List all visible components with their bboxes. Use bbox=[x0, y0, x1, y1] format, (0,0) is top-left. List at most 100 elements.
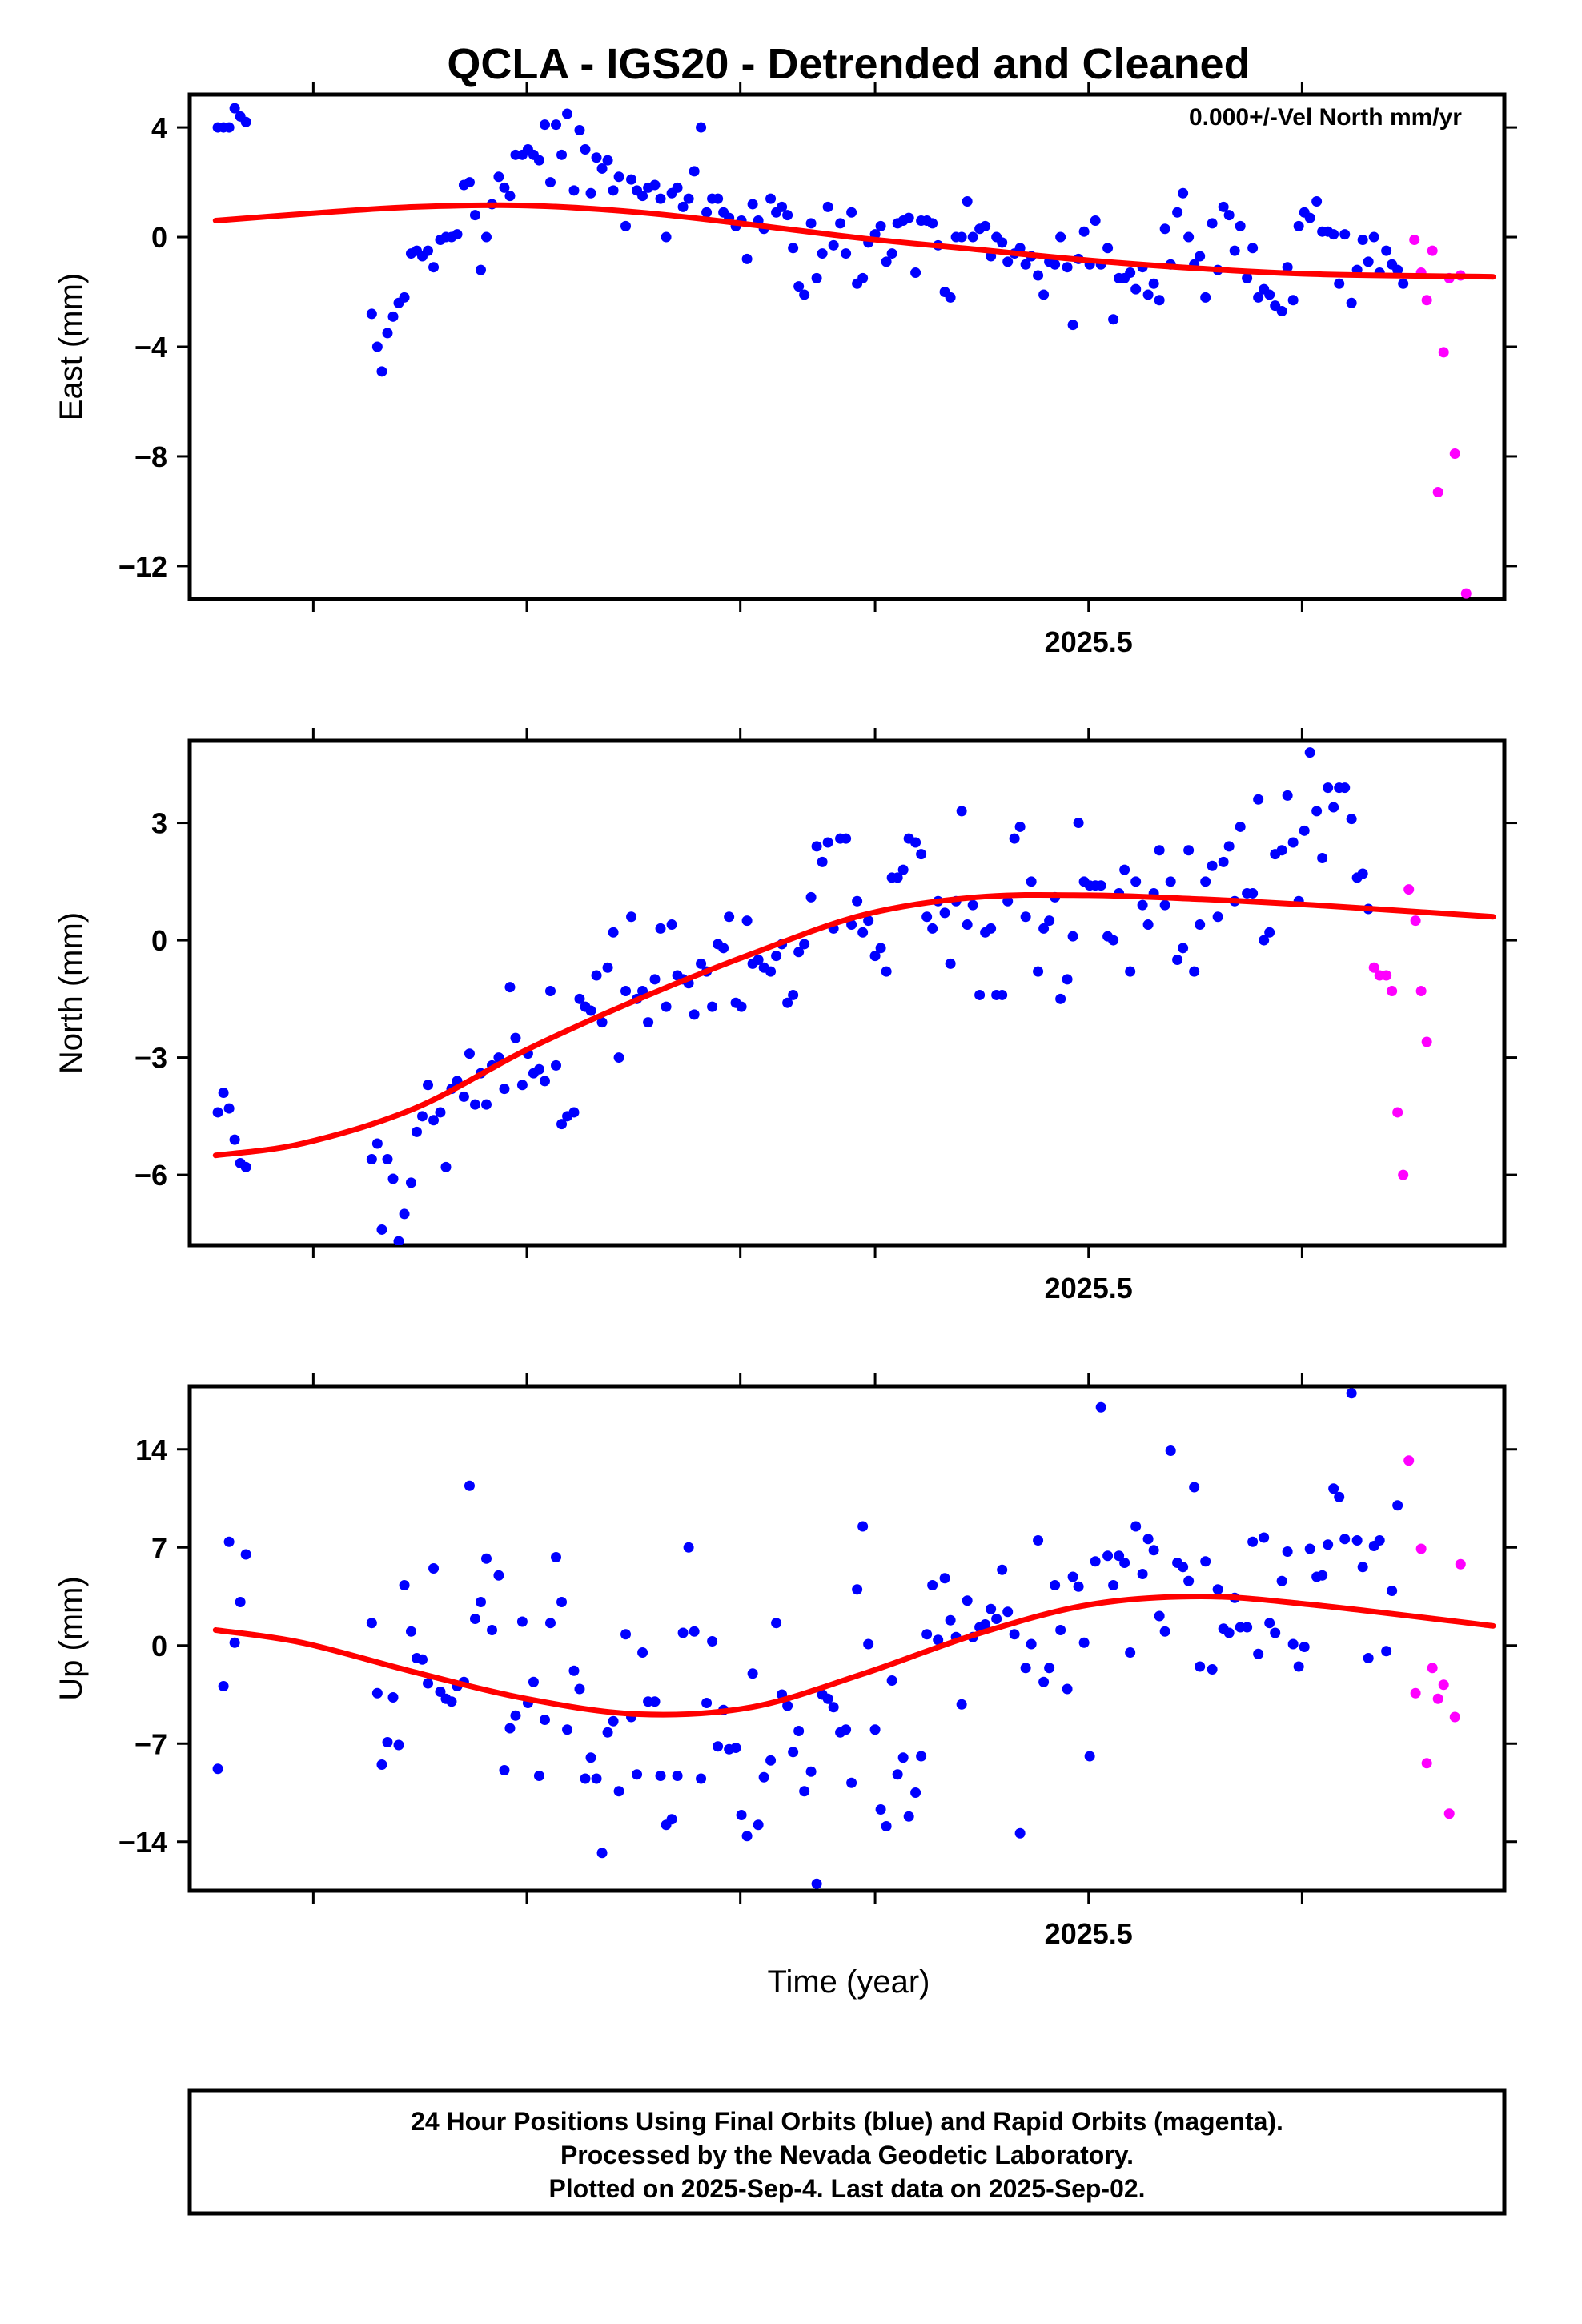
x-tick-label-east: 2025.5 bbox=[1045, 625, 1133, 658]
final-orbit-point bbox=[1044, 1663, 1055, 1674]
final-orbit-point bbox=[956, 806, 967, 817]
final-orbit-point bbox=[1392, 1500, 1403, 1511]
final-orbit-point bbox=[218, 1681, 229, 1691]
final-orbit-point bbox=[1339, 1534, 1351, 1545]
final-orbit-point bbox=[736, 1810, 747, 1820]
final-orbit-point bbox=[1195, 251, 1206, 262]
y-axis-label-north: North (mm) bbox=[54, 912, 89, 1074]
final-orbit-point bbox=[811, 272, 822, 283]
final-orbit-point bbox=[1323, 1539, 1334, 1550]
final-orbit-point bbox=[846, 207, 857, 218]
final-orbit-point bbox=[1282, 790, 1293, 801]
y-tick-label-up: −7 bbox=[135, 1727, 167, 1760]
final-orbit-point bbox=[782, 997, 793, 1008]
y-tick-label-north: 3 bbox=[151, 807, 167, 840]
final-orbit-point bbox=[1339, 229, 1351, 240]
final-orbit-point bbox=[475, 1597, 486, 1607]
final-orbit-point bbox=[1038, 1676, 1050, 1687]
final-orbit-point bbox=[1125, 267, 1136, 279]
final-orbit-point bbox=[718, 943, 729, 954]
final-orbit-point bbox=[1304, 212, 1315, 223]
final-orbit-point bbox=[696, 958, 707, 969]
final-orbit-point bbox=[1264, 927, 1275, 938]
final-orbit-point bbox=[910, 267, 921, 279]
final-orbit-point bbox=[1090, 215, 1101, 226]
final-orbit-point bbox=[1130, 1521, 1142, 1532]
final-orbit-point bbox=[777, 201, 788, 212]
final-orbit-point bbox=[672, 182, 683, 193]
final-orbit-point bbox=[551, 119, 562, 131]
final-orbit-point bbox=[846, 919, 857, 931]
final-orbit-point bbox=[1218, 201, 1229, 212]
final-orbit-point bbox=[962, 1595, 973, 1606]
final-orbit-point bbox=[1178, 1562, 1189, 1573]
final-orbit-point bbox=[1014, 1827, 1026, 1839]
final-orbit-point bbox=[1067, 320, 1078, 331]
final-orbit-point bbox=[707, 1001, 718, 1012]
final-orbit-point bbox=[533, 1771, 544, 1781]
final-orbit-point bbox=[1044, 915, 1055, 927]
final-orbit-point bbox=[828, 1702, 839, 1713]
model-curve-north bbox=[212, 891, 1496, 1159]
final-orbit-point bbox=[916, 849, 927, 860]
final-orbit-point bbox=[921, 1629, 933, 1640]
final-orbit-point bbox=[1108, 1580, 1119, 1590]
final-orbit-point bbox=[683, 193, 694, 204]
final-orbit-point bbox=[1165, 876, 1176, 887]
final-orbit-point bbox=[371, 1687, 383, 1699]
y-tick-label-north: −3 bbox=[135, 1042, 167, 1075]
footer-line-1: 24 Hour Positions Using Final Orbits (bl… bbox=[411, 2107, 1283, 2136]
final-orbit-point bbox=[1200, 1556, 1211, 1567]
final-orbit-point bbox=[1009, 833, 1020, 844]
final-orbit-point bbox=[1270, 1627, 1281, 1638]
final-orbit-point bbox=[1311, 196, 1323, 207]
final-orbit-point bbox=[1125, 1647, 1136, 1658]
final-orbit-point bbox=[696, 122, 707, 133]
final-orbit-point bbox=[741, 915, 753, 927]
final-orbit-point bbox=[591, 970, 602, 981]
final-orbit-point bbox=[805, 891, 817, 903]
final-orbit-point bbox=[1357, 868, 1368, 879]
final-orbit-point bbox=[857, 1521, 869, 1532]
final-orbit-point bbox=[632, 1769, 643, 1780]
chart-panels: 4 0 −4 −8 −12 2025.5 East (mm) 0.000+/-Vel Nort… bbox=[54, 82, 1517, 1950]
final-orbit-point bbox=[240, 116, 251, 127]
final-orbit-point bbox=[799, 289, 810, 300]
final-orbit-point bbox=[701, 1698, 713, 1708]
final-orbit-point bbox=[661, 1001, 672, 1012]
velocity-annotation: 0.000+/-Vel North mm/yr bbox=[1189, 104, 1462, 131]
rapid-orbit-point bbox=[1403, 1455, 1415, 1466]
y-tick-label-up: 14 bbox=[135, 1433, 167, 1466]
final-orbit-point bbox=[637, 1647, 648, 1658]
final-orbit-point bbox=[487, 1625, 498, 1635]
rapid-orbit-point bbox=[1410, 1687, 1421, 1699]
final-orbit-point bbox=[1328, 802, 1339, 813]
final-orbit-point bbox=[1276, 845, 1287, 856]
final-orbit-point bbox=[1259, 1532, 1270, 1543]
final-orbit-point bbox=[458, 1091, 469, 1102]
panel-north: 3 0 −3 −6 2025.5 North (mm) bbox=[54, 728, 1517, 1305]
final-orbit-point bbox=[585, 1752, 596, 1763]
rapid-orbit-point bbox=[1432, 1693, 1443, 1704]
final-orbit-point bbox=[939, 907, 950, 919]
final-orbit-point bbox=[927, 218, 938, 229]
final-orbit-point bbox=[1026, 1638, 1037, 1650]
rapid-orbit-point bbox=[1421, 1036, 1432, 1047]
final-orbit-point bbox=[568, 185, 580, 196]
rapid-orbit-point bbox=[1409, 234, 1420, 245]
final-orbit-point bbox=[229, 1637, 240, 1648]
final-orbit-point bbox=[574, 1683, 585, 1695]
final-orbit-point bbox=[1282, 262, 1293, 273]
final-orbit-point bbox=[661, 231, 672, 243]
final-orbit-point bbox=[1223, 1627, 1235, 1638]
final-orbit-point bbox=[927, 1580, 938, 1590]
final-orbit-point bbox=[613, 1052, 624, 1063]
final-orbit-point bbox=[1050, 1580, 1061, 1590]
y-tick-label-up: 0 bbox=[151, 1630, 167, 1663]
final-orbit-point bbox=[980, 220, 991, 231]
final-orbit-point bbox=[782, 1700, 793, 1711]
final-orbit-point bbox=[464, 1480, 475, 1491]
final-orbit-point bbox=[1287, 1638, 1299, 1650]
final-orbit-point bbox=[504, 1723, 516, 1734]
final-orbit-point bbox=[655, 923, 666, 934]
